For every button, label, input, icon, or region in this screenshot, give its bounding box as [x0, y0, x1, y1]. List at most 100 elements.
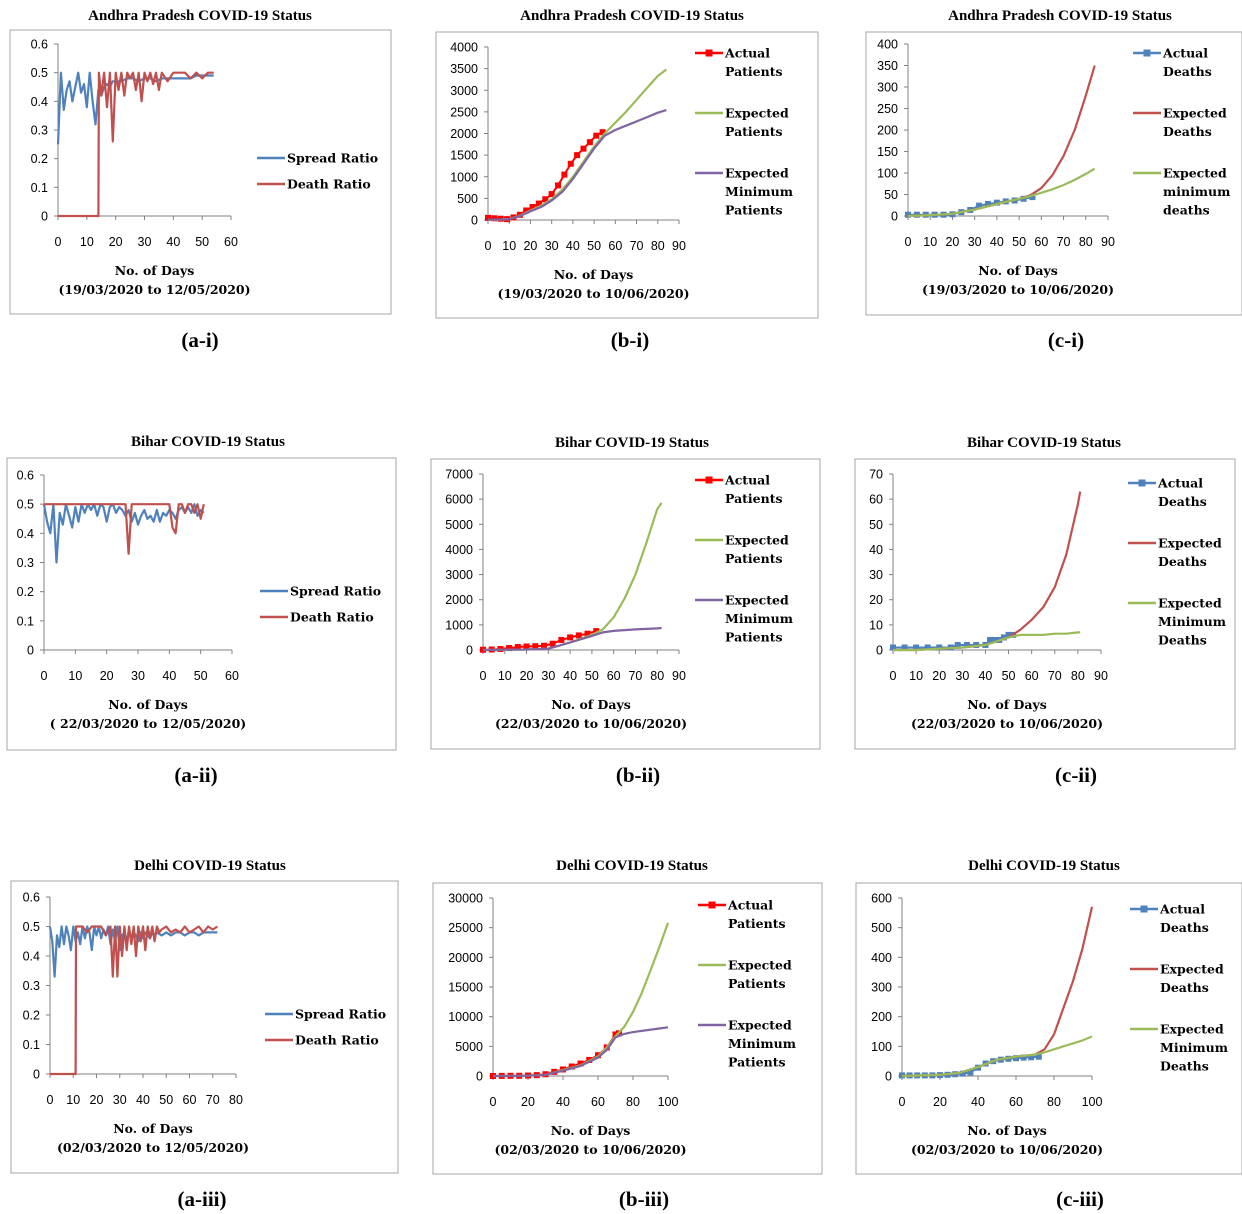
y-tick-label: 0.5 — [31, 66, 48, 80]
series-line-2 — [901, 1035, 1093, 1078]
series-line-2 — [488, 109, 667, 221]
y-tick-label: 50 — [869, 518, 883, 532]
legend-label: Actual — [727, 898, 773, 913]
chart-title: Andhra Pradesh COVID-19 Status — [520, 8, 744, 24]
legend-label: Patients — [728, 1055, 786, 1070]
x-tick-label: 10 — [66, 1093, 80, 1107]
chart-title: Delhi COVID-19 Status — [556, 858, 708, 874]
y-tick-label: 0.3 — [31, 124, 48, 138]
data-point — [567, 634, 574, 641]
y-tick-label: 0 — [476, 1070, 483, 1084]
series-line-1 — [907, 65, 1096, 218]
chart-title: Andhra Pradesh COVID-19 Status — [88, 8, 312, 24]
legend-label: Minimum — [725, 184, 793, 199]
data-point — [593, 132, 600, 139]
x-axis-label: No. of Days — [554, 267, 634, 282]
legend-marker — [1143, 49, 1151, 57]
chart-a-ii: Bihar COVID-19 Status 0 0.1 0.2 0.3 0.4 0.5 0.6… — [6, 434, 397, 787]
data-point — [535, 200, 542, 207]
legend-label: Deaths — [1160, 1059, 1209, 1074]
y-tick-label: 5000 — [455, 1040, 483, 1054]
x-tick-label: 0 — [55, 235, 62, 249]
chart-frame — [435, 31, 819, 319]
y-tick-label: 600 — [871, 892, 892, 906]
data-point — [558, 636, 565, 643]
legend: Actual Patients Expected Patients Expected Mi… — [695, 473, 793, 645]
x-tick-label: 40 — [556, 1095, 570, 1109]
y-tick-label: 0 — [471, 214, 478, 228]
legend-label: Patients — [728, 976, 786, 991]
chart-a-iii: Delhi COVID-19 Status 0 0.1 0.2 0.3 0.4 0.5 0.6… — [10, 858, 399, 1211]
x-tick-label: 0 — [485, 239, 492, 253]
y-tick-label: 0.1 — [23, 1038, 40, 1052]
y-tick-label: 0.4 — [17, 527, 34, 541]
data-point — [580, 145, 587, 152]
y-tick-label: 3500 — [450, 62, 478, 76]
y-tick-label: 1500 — [450, 149, 478, 163]
y-tick-label: 1000 — [445, 618, 473, 632]
series-line-1 — [488, 68, 667, 221]
y-tick-label: 0 — [885, 1070, 892, 1084]
legend-label: Expected — [1163, 106, 1227, 121]
x-tick-label: 0 — [890, 669, 897, 683]
x-tick-label: 30 — [541, 669, 555, 683]
y-tick-label: 7000 — [445, 468, 473, 482]
data-point — [905, 211, 911, 218]
x-tick-label: 70 — [630, 239, 644, 253]
legend-label: Minimum — [725, 611, 793, 626]
panel-caption: (b-ii) — [616, 763, 660, 787]
series-line-2 — [907, 167, 1096, 218]
chart-frame — [6, 457, 397, 751]
series-line-1 — [492, 922, 670, 1078]
data-point — [523, 643, 530, 650]
data-point — [959, 1070, 966, 1077]
y-tick-label: 100 — [871, 1040, 892, 1054]
x-tick-label: 80 — [1047, 1095, 1061, 1109]
chart-b-ii: Bihar COVID-19 Status 0 1000 2000 3000 4000 50… — [430, 435, 821, 787]
legend-label: Minimum — [1158, 614, 1226, 629]
legend: Spread Ratio Death Ratio — [265, 1007, 386, 1048]
x-tick-label: 60 — [1009, 1095, 1023, 1109]
data-point — [612, 1031, 619, 1038]
chart-title: Delhi COVID-19 Status — [134, 858, 286, 874]
legend-label: Expected — [1158, 596, 1222, 611]
legend-label: Deaths — [1160, 920, 1209, 935]
legend-label: Deaths — [1163, 124, 1212, 139]
y-tick-label: 0.3 — [17, 556, 34, 570]
x-axis-sublabel: (19/03/2020 to 12/05/2020) — [58, 282, 250, 297]
legend: Actual Deaths Expected Deaths Expected Minimu… — [1130, 902, 1228, 1074]
y-tick-label: 10000 — [448, 1010, 483, 1024]
y-tick-label: 0 — [891, 210, 898, 224]
x-tick-label: 30 — [138, 235, 152, 249]
x-tick-label: 60 — [1034, 235, 1048, 249]
y-tick-label: 0.4 — [31, 95, 48, 109]
legend: Spread Ratio Death Ratio — [257, 151, 378, 192]
legend-label: Expected — [728, 958, 792, 973]
legend-label: Deaths — [1160, 980, 1209, 995]
legend-marker — [1138, 479, 1146, 487]
x-tick-label: 10 — [80, 235, 94, 249]
x-tick-label: 80 — [229, 1093, 243, 1107]
data-point — [555, 182, 562, 189]
x-tick-label: 50 — [585, 669, 599, 683]
legend-label: Expected — [1163, 166, 1227, 181]
legend-label: Deaths — [1158, 633, 1207, 648]
x-axis-sublabel: (19/03/2020 to 10/06/2020) — [922, 282, 1114, 297]
panel-caption: (b-i) — [611, 328, 650, 352]
legend-marker — [708, 901, 716, 909]
y-tick-label: 2000 — [450, 127, 478, 141]
data-point — [1029, 194, 1036, 201]
legend-label: Actual — [724, 46, 770, 61]
y-tick-label: 0 — [876, 644, 883, 658]
x-tick-label: 10 — [68, 669, 82, 683]
y-tick-label: 300 — [877, 81, 898, 95]
data-point — [1020, 1054, 1027, 1061]
chart-title: Andhra Pradesh COVID-19 Status — [948, 8, 1172, 24]
y-tick-label: 1000 — [450, 170, 478, 184]
legend-label: Deaths — [1163, 64, 1212, 79]
data-point — [1035, 1053, 1042, 1060]
chart-c-ii: Bihar COVID-19 Status 0 10 20 30 40 50 60 70 0 10 2… — [854, 435, 1236, 787]
y-tick-label: 70 — [869, 468, 883, 482]
legend-label: Expected — [728, 1018, 792, 1033]
data-point — [549, 640, 556, 647]
